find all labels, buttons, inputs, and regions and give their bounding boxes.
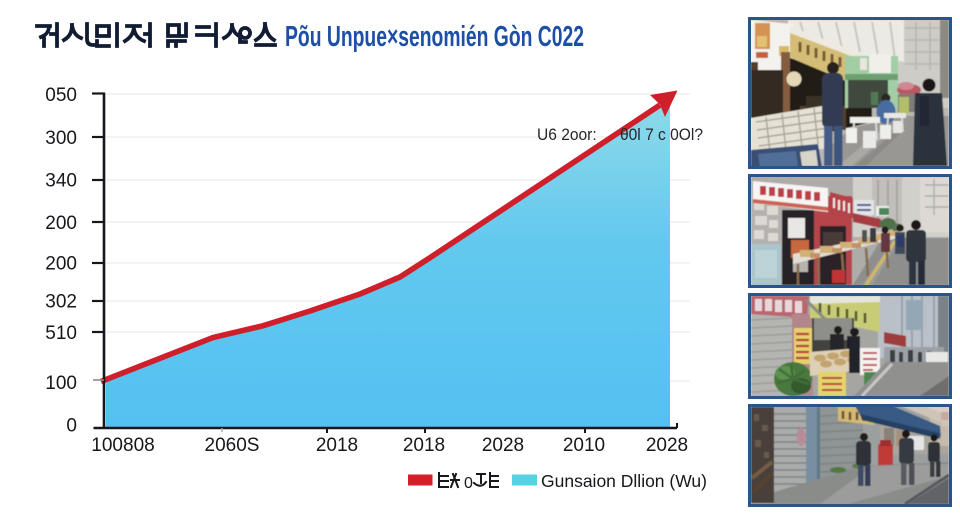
svg-text:100808: 100808 [91, 435, 154, 456]
svg-text:0: 0 [66, 416, 77, 437]
svg-text:200: 200 [45, 213, 77, 234]
svg-text:2060S: 2060S [205, 435, 260, 456]
svg-text:2028: 2028 [482, 435, 524, 456]
svg-text:U6 2oor: θ0l 7 c 0Ol?: U6 2oor: θ0l 7 c 0Ol? [537, 126, 703, 144]
svg-text:050: 050 [45, 85, 77, 106]
svg-text:2028: 2028 [646, 435, 688, 456]
svg-text:0: 0 [464, 475, 473, 492]
svg-text:100: 100 [45, 373, 77, 394]
svg-text:2018: 2018 [316, 435, 358, 456]
svg-text:302: 302 [45, 292, 77, 313]
svg-text:2010: 2010 [563, 435, 605, 456]
svg-text:510: 510 [45, 323, 77, 344]
svg-text:2018: 2018 [403, 435, 445, 456]
svg-text:Gunsaion Dllion (Wu): Gunsaion Dllion (Wu) [541, 471, 707, 491]
svg-text:200: 200 [45, 254, 77, 275]
svg-text:Põu Unpue×senomién Gòn C022: Põu Unpue×senomién Gòn C022 [285, 21, 584, 53]
svg-text:340: 340 [45, 171, 77, 192]
svg-text:300: 300 [45, 128, 77, 149]
